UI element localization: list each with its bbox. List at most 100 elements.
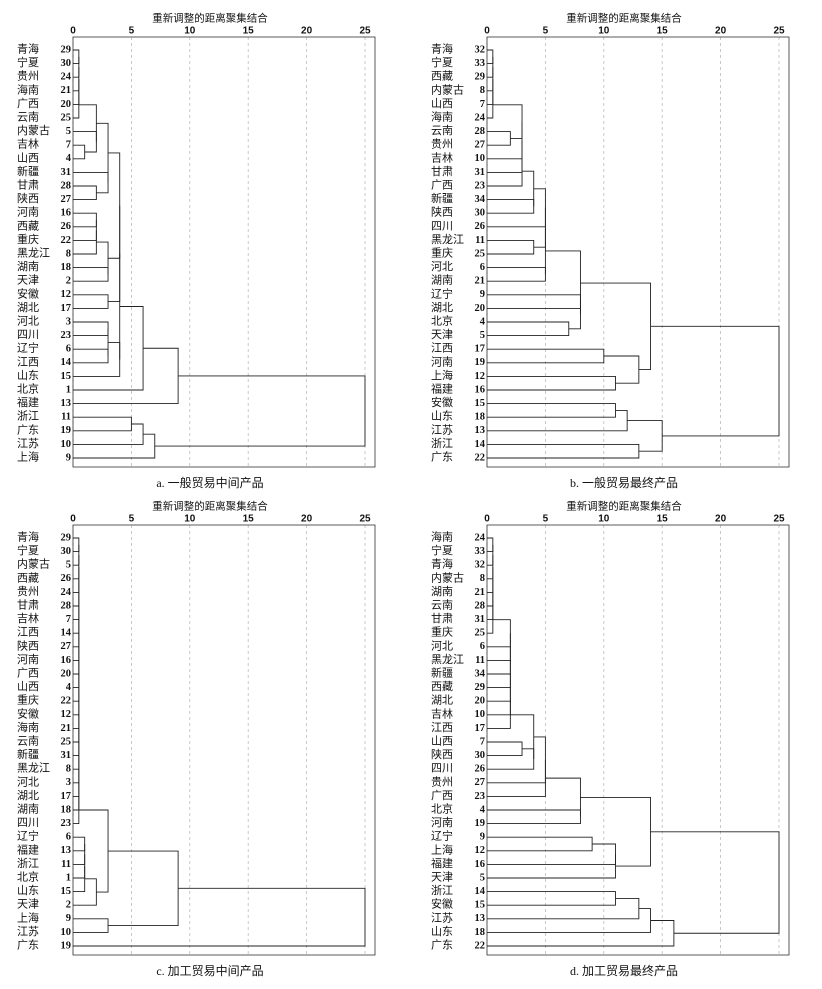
leaf-id: 5 [66,126,71,137]
leaf-id: 1 [66,872,71,883]
merge-link [73,321,109,337]
leaf-id: 8 [480,573,485,584]
leaf-label: 新疆 [431,666,453,680]
leaf-label: 西藏 [431,680,453,693]
leaf-label: 江西 [431,721,453,734]
axis-title: 重新调整的距离聚集结合 [152,11,268,24]
leaf-id: 26 [475,221,486,232]
leaf-id: 27 [475,777,486,788]
leaf-id: 14 [475,886,486,897]
leaf-id: 3 [66,777,71,788]
x-tick-label: 10 [184,514,196,525]
leaf-label: 陕西 [17,191,39,205]
leaf-id: 23 [475,791,486,802]
merge-link [73,887,366,947]
leaf-id: 24 [61,72,72,83]
merge-link [487,239,535,255]
leaf-id: 19 [475,818,486,829]
leaf-id: 19 [61,425,72,436]
leaf-label: 新疆 [17,164,39,178]
leaf-label: 山东 [431,925,453,938]
leaf-label: 上海 [17,910,39,924]
merge-link [96,241,109,275]
leaf-label: 四川 [17,817,39,829]
leaf-label: 宁夏 [17,543,39,557]
x-tick-label: 25 [773,514,785,525]
leaf-id: 13 [61,845,72,856]
merge-link [73,144,86,160]
leaf-id: 25 [61,736,72,747]
merge-link [73,854,86,879]
x-tick-label: 5 [543,514,549,525]
x-tick-label: 25 [359,26,371,37]
leaf-id: 22 [61,696,72,707]
leaf-label: 重庆 [17,232,39,246]
leaf-id: 20 [61,99,72,110]
leaf-id: 17 [475,344,486,355]
leaf-id: 31 [61,167,72,178]
leaf-label: 河北 [17,775,39,788]
plot-frame [486,524,790,956]
leaf-id: 21 [475,276,486,287]
leaf-label: 浙江 [431,884,453,897]
leaf-id: 4 [66,153,72,164]
merge-link [487,555,494,580]
x-tick-label: 5 [129,26,135,37]
leaf-id: 14 [61,628,72,639]
merge-link [487,891,616,906]
leaf-label: 重庆 [431,246,453,260]
x-tick-label: 10 [184,26,196,37]
leaf-id: 15 [61,371,72,382]
leaf-label: 山东 [17,884,39,897]
leaf-id: 29 [475,682,486,693]
plot-frame [72,524,376,956]
leaf-id: 18 [475,927,486,938]
leaf-id: 11 [61,859,71,870]
leaf-id: 2 [66,276,71,287]
merge-link [487,294,581,309]
leaf-label: 辽宁 [431,286,453,300]
leaf-id: 28 [61,180,72,191]
plot-frame [72,36,376,468]
leaf-label: 安徽 [431,897,453,911]
leaf-label: 四川 [431,763,453,775]
leaf-id: 26 [475,764,486,775]
leaf-label: 黑龙江 [431,233,464,246]
leaf-id: 6 [66,832,71,843]
leaf-label: 河南 [17,653,39,666]
leaf-id: 8 [66,764,71,775]
merge-link [73,844,86,865]
leaf-label: 黑龙江 [17,247,50,260]
leaf-label: 吉林 [431,706,453,720]
leaf-id: 34 [475,194,486,205]
leaf-id: 22 [475,940,486,951]
merge-link [487,131,511,146]
leaf-label: 福建 [17,842,39,856]
leaf-id: 15 [475,398,486,409]
merge-link [73,171,109,194]
leaf-id: 21 [61,85,72,96]
leaf-label: 广西 [431,789,453,802]
leaf-label: 内蒙古 [431,82,464,96]
leaf-label: 河南 [17,206,39,219]
leaf-label: 湖北 [17,789,39,802]
merge-link [487,321,570,337]
leaf-id: 9 [480,289,485,300]
merge-link [96,122,109,183]
leaf-label: 湖南 [431,585,453,598]
leaf-label: 上海 [17,450,39,464]
leaf-id: 29 [475,72,486,83]
axis-title: 重新调整的距离聚集结合 [566,499,682,512]
leaf-label: 吉林 [431,150,453,164]
leaf-id: 28 [475,126,486,137]
leaf-id: 10 [61,439,72,450]
x-tick-label: 0 [484,514,490,525]
x-tick-label: 0 [70,26,76,37]
leaf-id: 27 [475,140,486,151]
leaf-id: 33 [475,58,486,69]
leaf-label: 山西 [431,97,453,110]
leaf-label: 山东 [431,410,453,423]
merge-link [568,301,581,330]
merge-link [487,156,523,187]
leaf-label: 浙江 [17,857,39,870]
